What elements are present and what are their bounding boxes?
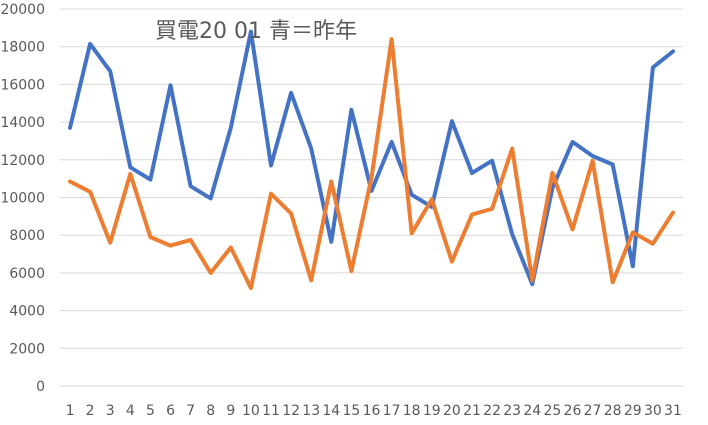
- x-tick-label: 8: [206, 403, 215, 419]
- y-tick-label: 6000: [9, 266, 45, 282]
- x-tick-label: 22: [483, 403, 501, 419]
- y-axis-tick-labels: 0 2000 4000 6000 8000 10000 12000 14000 16000 180…: [0, 2, 45, 395]
- y-tick-label: 0: [36, 379, 45, 395]
- y-tick-label: 8000: [9, 228, 45, 244]
- x-tick-label: 5: [146, 403, 155, 419]
- x-tick-label: 15: [342, 403, 360, 419]
- x-tick-label: 3: [106, 403, 115, 419]
- x-tick-label: 20: [443, 403, 461, 419]
- x-tick-label: 17: [383, 403, 401, 419]
- x-tick-label: 24: [523, 403, 541, 419]
- x-tick-label: 27: [584, 403, 602, 419]
- x-tick-label: 14: [322, 403, 340, 419]
- series-line-1: [68, 29, 675, 287]
- x-tick-label: 13: [302, 403, 320, 419]
- y-tick-label: 18000: [0, 40, 45, 56]
- x-tick-label: 30: [644, 403, 662, 419]
- x-tick-label: 18: [403, 403, 421, 419]
- y-tick-label: 14000: [0, 115, 45, 131]
- chart-title: 買電20 01 青＝昨年: [155, 19, 357, 44]
- x-tick-label: 7: [186, 403, 195, 419]
- series-lines: [68, 29, 675, 290]
- x-tick-label: 10: [242, 403, 260, 419]
- x-tick-label: 19: [423, 403, 441, 419]
- x-tick-label: 16: [363, 403, 381, 419]
- x-tick-label: 29: [624, 403, 642, 419]
- y-tick-label: 10000: [0, 191, 45, 207]
- y-tick-label: 16000: [0, 77, 45, 93]
- x-tick-label: 1: [66, 403, 75, 419]
- x-tick-label: 2: [86, 403, 95, 419]
- x-tick-label: 28: [604, 403, 622, 419]
- y-tick-label: 20000: [0, 2, 45, 18]
- x-tick-label: 9: [226, 403, 235, 419]
- x-tick-label: 11: [262, 403, 280, 419]
- x-tick-label: 23: [503, 403, 521, 419]
- x-tick-label: 21: [463, 403, 481, 419]
- series-line-2: [68, 37, 675, 290]
- y-tick-label: 2000: [9, 341, 45, 357]
- x-tick-label: 12: [282, 403, 300, 419]
- x-tick-label: 4: [126, 403, 135, 419]
- x-tick-label: 31: [664, 403, 682, 419]
- x-tick-label: 6: [166, 403, 175, 419]
- y-tick-label: 12000: [0, 153, 45, 169]
- gridlines: [60, 8, 683, 387]
- y-tick-label: 4000: [9, 304, 45, 320]
- x-tick-label: 25: [543, 403, 561, 419]
- x-tick-label: 26: [564, 403, 582, 419]
- x-axis-tick-labels: 1 2 3 4 5 6 7 8 9 10 11 12 13 14 15 16 17 18 19 20 21 22 23 24 2…: [66, 403, 682, 419]
